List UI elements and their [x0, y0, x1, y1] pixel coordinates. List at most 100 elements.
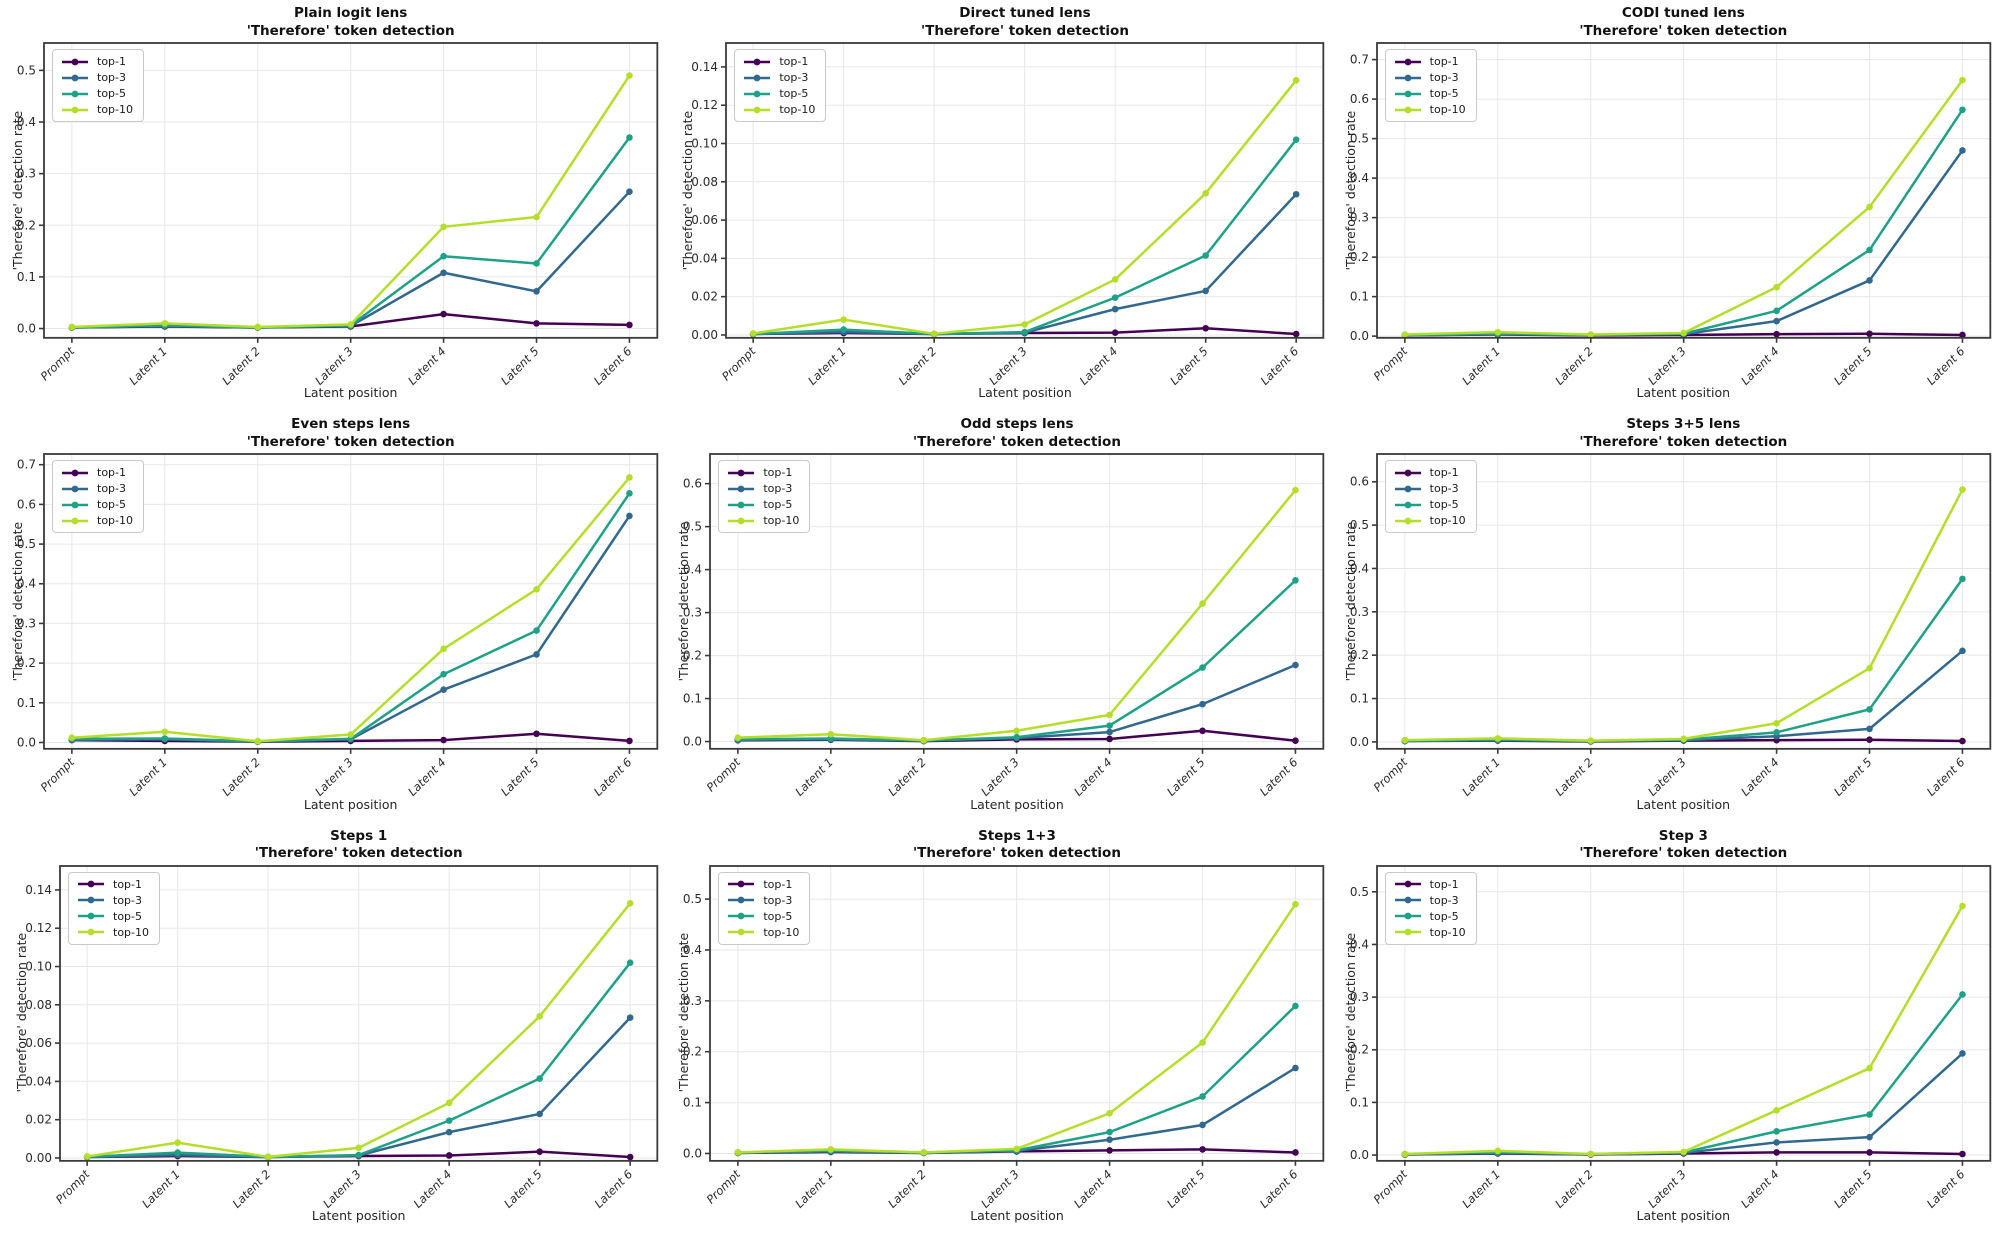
legend: top-1 top-3 top-5 top-10 — [68, 871, 160, 945]
x-tick-label: Latent 6 — [592, 1167, 636, 1211]
y-tick-label: 0.2 — [1350, 250, 1369, 264]
marker-top-3 — [1202, 287, 1210, 295]
legend-label: top-5 — [97, 498, 126, 512]
legend-line-icon — [728, 501, 755, 509]
marker-top-1 — [1772, 330, 1780, 338]
marker-top-5 — [1772, 1127, 1780, 1135]
legend-entry-top-10: top-10 — [726, 925, 799, 940]
legend-line-icon — [78, 912, 104, 920]
data-series — [1401, 486, 1966, 746]
chart-title-line1: CODI tuned lens — [1621, 5, 1745, 21]
y-tick-label: 0.6 — [1350, 92, 1369, 106]
y-axis-label: 'Therefore' detection rate — [10, 521, 25, 682]
gridlines — [59, 865, 658, 1161]
x-tick-label: Latent 3 — [320, 1167, 364, 1211]
marker-top-5 — [1958, 106, 1966, 114]
legend: top-1 top-3 top-5 top-10 — [1384, 460, 1477, 534]
marker-top-10 — [1013, 1145, 1021, 1152]
marker-top-5 — [445, 1116, 453, 1124]
marker-top-1 — [1199, 1145, 1207, 1153]
plot-frame — [1375, 42, 1991, 339]
x-tick-label: Latent 4 — [1077, 344, 1121, 388]
data-series — [734, 487, 1300, 745]
legend-entry-top-10: top-10 — [60, 102, 133, 117]
marker-top-10 — [1772, 1106, 1780, 1114]
legend-entry-top-10: top-10 — [1393, 102, 1466, 117]
legend-line-icon — [728, 880, 755, 888]
marker-top-1 — [1772, 1148, 1780, 1156]
marker-top-5 — [1013, 734, 1021, 741]
marker-top-3 — [1106, 729, 1114, 736]
plot-frame — [1375, 864, 1991, 1162]
chart-title: Steps 1+3 'Therefore' token detection — [710, 828, 1323, 863]
chart-title: Direct tuned lens 'Therefore' token dete… — [726, 5, 1323, 40]
marker-top-10 — [355, 1144, 362, 1151]
legend: top-1 top-3 top-5 top-10 — [52, 49, 144, 122]
marker-top-3 — [1112, 305, 1119, 313]
subplot-plain-logit-lens: 0.0 0.1 0.2 0.3 0.4 0.5 Prompt Latent 1 Latent 2… — [0, 0, 666, 411]
chart-title: Odd steps lens 'Therefore' token detecti… — [710, 416, 1323, 451]
y-axis-label: 'Therefore' detection rate — [1342, 110, 1358, 271]
y-tick-label: 0.3 — [17, 617, 36, 631]
legend-line-icon — [78, 896, 104, 904]
legend-entry-top-10: top-10 — [1393, 925, 1466, 940]
x-tick-label: Latent 4 — [1738, 344, 1782, 388]
marker-top-1 — [445, 1151, 453, 1159]
chart-title-line2: 'Therefore' token detection — [921, 22, 1129, 39]
marker-top-10 — [1401, 737, 1408, 744]
marker-top-1 — [626, 737, 633, 745]
y-tick-label: 0.2 — [1350, 1042, 1369, 1056]
marker-top-1 — [1865, 1148, 1873, 1156]
y-tick-label: 0.0 — [17, 736, 36, 750]
marker-top-1 — [1199, 727, 1207, 735]
y-axis-label: 'Therefore' detection rate — [680, 110, 696, 271]
y-tick-label: 0.3 — [17, 167, 36, 181]
marker-top-1 — [533, 320, 540, 327]
y-tick-label: 0.1 — [17, 696, 36, 710]
legend-label: top-5 — [113, 909, 142, 923]
legend-entry-top-1: top-1 — [1393, 54, 1466, 69]
marker-top-10 — [440, 645, 447, 653]
legend-line-icon — [62, 485, 88, 493]
legend-label: top-1 — [1429, 55, 1459, 68]
legend-line-icon — [62, 74, 88, 81]
plot-frame — [59, 864, 659, 1162]
legend-line-icon — [728, 517, 755, 525]
marker-top-1 — [440, 310, 447, 318]
marker-top-1 — [626, 321, 633, 329]
x-tick-label: Latent 5 — [1164, 1167, 1208, 1211]
marker-top-10 — [440, 223, 447, 231]
chart-title: Even steps lens 'Therefore' token detect… — [44, 416, 657, 451]
marker-top-1 — [1112, 329, 1119, 336]
marker-top-10 — [626, 899, 634, 907]
y-axis-label: 'Therefore' detection rate — [1342, 521, 1358, 682]
x-axis-label: Latent position — [970, 1207, 1064, 1223]
x-tick-label: Latent 4 — [1738, 755, 1782, 799]
plot-canvas: 0.00 0.02 0.04 0.06 0.08 0.10 0.12 0.14 Prompt La… — [25, 864, 659, 1211]
legend-entry-top-1: top-1 — [60, 54, 133, 69]
y-tick-label: 0.4 — [17, 115, 36, 129]
marker-top-5 — [174, 1148, 181, 1156]
gridlines — [1376, 454, 1990, 750]
legend: top-1 top-3 top-5 top-10 — [718, 871, 811, 945]
y-tick-label: 0.3 — [1350, 990, 1369, 1004]
marker-top-1 — [1958, 1150, 1966, 1157]
marker-top-3 — [1199, 701, 1207, 708]
x-tick-label: Latent 3 — [986, 344, 1030, 388]
y-tick-label: 0.4 — [683, 943, 702, 957]
marker-top-3 — [626, 188, 633, 196]
data-series — [68, 474, 633, 746]
x-tick-label: Latent 1 — [1459, 1167, 1503, 1211]
y-tick-label: 0.6 — [1350, 475, 1369, 489]
marker-top-1 — [536, 1148, 543, 1155]
legend-label: top-10 — [1429, 514, 1466, 528]
marker-top-5 — [1865, 246, 1873, 254]
plot-frame — [725, 42, 1325, 339]
y-tick-label: 0.2 — [17, 656, 36, 670]
legend-line-icon — [728, 912, 755, 920]
y-tick-label: 0.3 — [683, 606, 702, 620]
marker-top-10 — [1772, 283, 1780, 291]
marker-top-10 — [347, 321, 354, 328]
plot-canvas: 0.0 0.1 0.2 0.3 0.4 0.5 Prompt Latent 1 Latent 2… — [683, 864, 1325, 1211]
y-tick-label: 0.6 — [683, 477, 702, 491]
